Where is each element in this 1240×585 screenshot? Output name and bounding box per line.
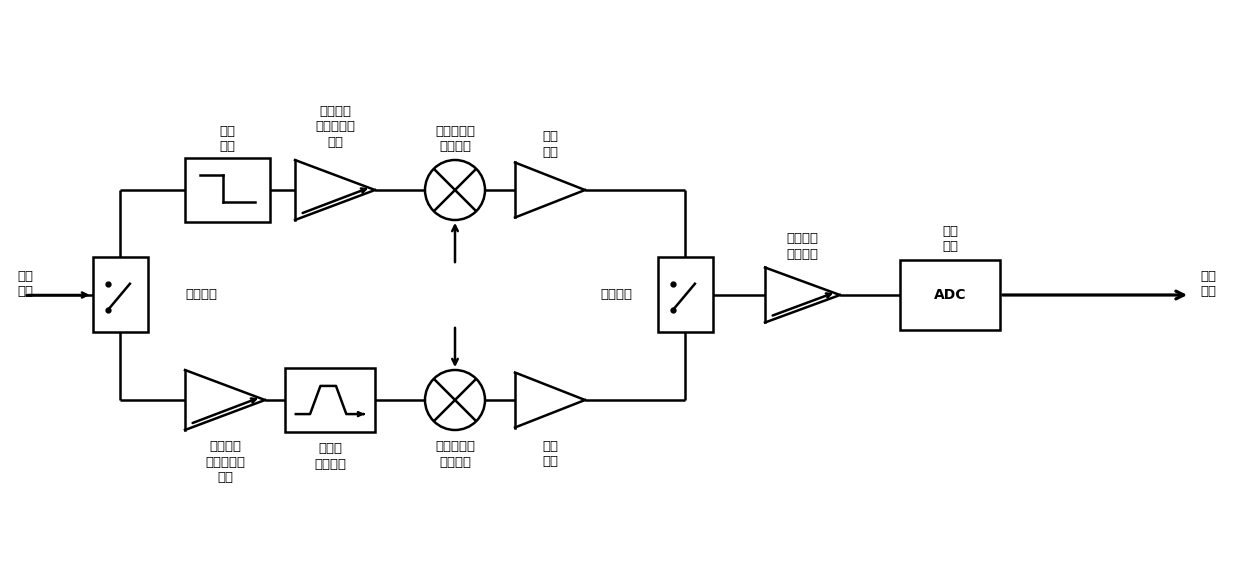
- Text: 数字: 数字: [1200, 270, 1216, 283]
- Text: 中频开关: 中频开关: [600, 288, 632, 301]
- Bar: [285, 368, 374, 432]
- Text: 输入: 输入: [17, 285, 33, 298]
- Text: 放大: 放大: [217, 471, 233, 484]
- Text: 中频: 中频: [542, 130, 558, 143]
- Text: 放大: 放大: [542, 455, 558, 468]
- Text: 混频接收: 混频接收: [439, 456, 471, 469]
- Bar: [657, 257, 713, 332]
- Text: 输出: 输出: [1200, 285, 1216, 298]
- Bar: [900, 260, 999, 330]
- Text: ADC: ADC: [934, 288, 966, 302]
- Text: 转换: 转换: [942, 240, 959, 253]
- Text: 混频接收: 混频接收: [439, 140, 471, 153]
- Bar: [185, 158, 270, 222]
- Text: 低通: 低通: [219, 125, 236, 138]
- Text: 可变增益: 可变增益: [319, 105, 351, 118]
- Text: 微波低噪声: 微波低噪声: [205, 456, 246, 469]
- Text: 射频低噪声: 射频低噪声: [315, 121, 355, 133]
- Text: 可变增益: 可变增益: [210, 440, 241, 453]
- Text: 模数: 模数: [942, 225, 959, 238]
- Text: 中频: 中频: [542, 439, 558, 453]
- Text: 信号: 信号: [17, 270, 33, 283]
- Text: 带通滤波: 带通滤波: [314, 457, 346, 470]
- Text: 可变增益: 可变增益: [786, 232, 818, 246]
- Text: 放大: 放大: [327, 136, 343, 149]
- Text: 微波超外差: 微波超外差: [435, 440, 475, 453]
- Text: 滤波: 滤波: [219, 140, 236, 153]
- Text: 放大: 放大: [542, 146, 558, 159]
- Bar: [93, 257, 148, 332]
- Text: 中频放大: 中频放大: [786, 248, 818, 261]
- Text: 射频超外差: 射频超外差: [435, 125, 475, 138]
- Text: 波段开关: 波段开关: [186, 288, 217, 301]
- Text: 可调谐: 可调谐: [317, 442, 342, 455]
